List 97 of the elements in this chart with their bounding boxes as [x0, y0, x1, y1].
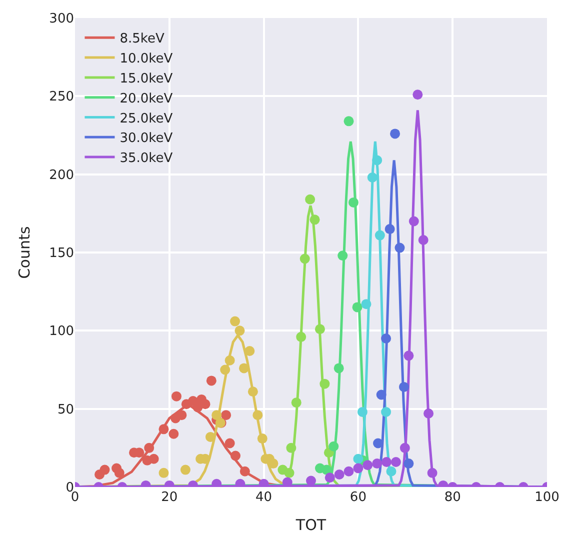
point: [286, 442, 296, 453]
point: [412, 90, 423, 100]
point: [310, 214, 320, 225]
legend-label: 30.0keV: [120, 131, 173, 146]
y-tick-label: 150: [49, 246, 74, 262]
point: [230, 450, 240, 461]
x-tick-label: 20: [161, 490, 178, 505]
point: [320, 378, 330, 389]
point: [381, 406, 392, 417]
point: [168, 428, 179, 439]
point: [418, 234, 428, 245]
point: [386, 466, 396, 476]
point: [248, 386, 258, 397]
point: [224, 355, 235, 366]
point: [357, 406, 368, 417]
point: [338, 250, 348, 261]
point: [367, 172, 378, 182]
point: [180, 464, 190, 475]
point: [353, 454, 364, 464]
point: [220, 364, 230, 375]
point: [384, 224, 395, 234]
point: [376, 390, 386, 400]
point: [144, 442, 154, 453]
point: [373, 438, 384, 448]
point: [100, 464, 110, 475]
point: [372, 155, 382, 166]
point: [296, 332, 306, 342]
point: [348, 197, 358, 208]
x-tick-label: 80: [444, 490, 461, 505]
point: [114, 468, 124, 478]
point: [291, 398, 302, 408]
legend-label: 10.0keV: [120, 52, 173, 67]
point: [171, 391, 182, 402]
point: [362, 460, 373, 470]
point: [205, 432, 216, 442]
y-tick-label: 50: [57, 402, 74, 418]
point: [352, 302, 362, 312]
point: [300, 254, 310, 264]
legend-label: 25.0keV: [120, 111, 173, 126]
x-tick-label: 60: [350, 490, 366, 505]
point: [244, 346, 255, 356]
x-axis-title: TOT: [294, 516, 327, 534]
point: [284, 468, 294, 478]
point: [148, 454, 159, 464]
point: [234, 326, 245, 336]
point: [306, 476, 316, 486]
y-tick-label: 300: [49, 12, 74, 27]
point: [390, 128, 400, 139]
point: [238, 363, 249, 374]
point: [334, 363, 344, 374]
point: [257, 434, 268, 444]
y-tick-label: 200: [49, 168, 74, 183]
point: [158, 468, 169, 478]
point: [394, 242, 405, 253]
y-tick-label: 100: [49, 324, 74, 340]
point: [240, 466, 250, 476]
point: [374, 230, 385, 240]
point: [322, 464, 332, 475]
y-tick-label: 250: [49, 90, 74, 105]
legend-label: 20.0keV: [120, 91, 173, 106]
point: [404, 350, 414, 361]
point: [400, 442, 410, 453]
point: [268, 458, 278, 469]
point: [372, 458, 382, 469]
point: [212, 410, 222, 420]
point: [230, 316, 240, 326]
y-axis-title: Counts: [15, 226, 34, 279]
point: [328, 441, 339, 452]
point: [206, 376, 216, 386]
point: [252, 410, 263, 420]
point: [408, 216, 419, 226]
point: [200, 399, 210, 410]
point: [398, 382, 409, 392]
point: [212, 478, 222, 487]
point: [224, 438, 235, 448]
x-tick-label: 100: [534, 490, 560, 505]
legend-label: 8.5keV: [120, 32, 164, 47]
point: [158, 424, 169, 434]
point: [344, 466, 354, 476]
point: [404, 458, 414, 469]
point: [361, 299, 372, 310]
point: [353, 463, 364, 474]
point: [324, 472, 335, 483]
point: [424, 408, 434, 419]
point: [221, 410, 232, 420]
legend-label: 15.0keV: [120, 72, 173, 87]
point: [305, 194, 316, 204]
point: [390, 456, 401, 467]
point: [334, 469, 344, 480]
point: [381, 333, 392, 344]
point: [176, 410, 187, 420]
point: [314, 324, 325, 334]
point: [382, 456, 392, 467]
point: [344, 116, 354, 126]
legend-label: 35.0keV: [120, 151, 173, 166]
point: [427, 468, 438, 478]
x-tick-label: 40: [256, 490, 272, 505]
